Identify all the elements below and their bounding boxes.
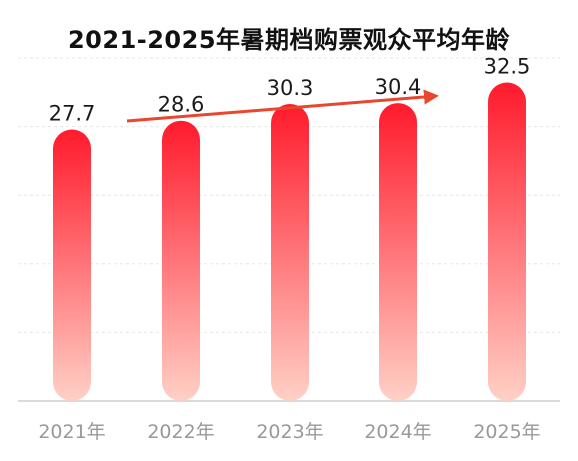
x-tick-label: 2024年 — [364, 421, 431, 443]
bar — [53, 129, 91, 402]
data-label: 30.4 — [375, 75, 422, 99]
bar — [488, 82, 526, 401]
trend-arrow — [126, 89, 439, 123]
chart-title: 2021-2025年暑期档购票观众平均年龄 — [67, 26, 511, 54]
x-tick-label: 2025年 — [473, 421, 540, 443]
bar — [162, 120, 200, 401]
data-label: 30.3 — [267, 76, 314, 100]
data-label: 28.6 — [158, 93, 205, 117]
x-tick-label: 2022年 — [147, 421, 214, 443]
data-label: 32.5 — [484, 55, 531, 79]
bar — [271, 104, 309, 401]
x-tick-label: 2023年 — [256, 421, 323, 443]
data-label: 27.7 — [49, 102, 96, 126]
x-tick-label: 2021年 — [38, 421, 105, 443]
bar — [379, 103, 417, 401]
